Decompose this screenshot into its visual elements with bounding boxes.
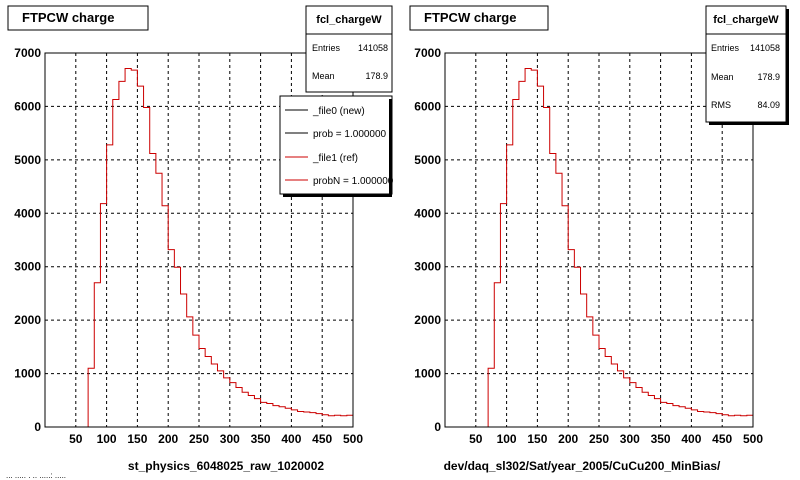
histogram-panel-1: 50 100 150 200 250 300 350 400 450 500 0 1000 2000 3… xyxy=(7,5,394,473)
y-tick-label-2-4000: 4000 xyxy=(414,206,441,220)
x-tick-label-2-300: 300 xyxy=(620,432,640,446)
x-tick-label-2-100: 100 xyxy=(497,432,517,446)
y-tick-label-2-5000: 5000 xyxy=(414,153,441,167)
x-tick-label-2-250: 250 xyxy=(589,432,609,446)
histogram-line-ref-1 xyxy=(45,67,353,428)
y-tick-label-1-3000: 3000 xyxy=(14,260,41,274)
x-tick-label-2-200: 200 xyxy=(558,432,578,446)
stats-mean-value-1: 178.9 xyxy=(365,71,388,81)
x-tick-label-1-150: 150 xyxy=(127,432,147,446)
x-tick-label-1-300: 300 xyxy=(220,432,240,446)
x-axis-label-1: st_physics_6048025_raw_1020002 xyxy=(128,459,324,473)
x-tick-label-1-200: 200 xyxy=(158,432,178,446)
y-tick-label-1-5000: 5000 xyxy=(14,153,41,167)
y-tick-label-2-1000: 1000 xyxy=(414,367,441,381)
x-tick-label-2-400: 400 xyxy=(681,432,701,446)
x-tick-label-1-100: 100 xyxy=(97,432,117,446)
stats-name-1: fcl_chargeW xyxy=(316,14,382,26)
legend-label-prob: prob = 1.000000 xyxy=(313,129,387,140)
y-tick-label-2-0: 0 xyxy=(434,420,441,434)
footer-text: ... ..... . .. .....: ..... xyxy=(6,471,66,480)
plot-frame-1 xyxy=(44,52,354,428)
x-tick-label-2-350: 350 xyxy=(651,432,671,446)
y-tick-label-2-7000: 7000 xyxy=(414,46,441,60)
x-tick-label-1-500: 500 xyxy=(343,432,363,446)
legend-label-new: _file0 (new) xyxy=(312,106,365,117)
x-tick-label-2-50: 50 xyxy=(469,432,483,446)
y-tick-label-1-6000: 6000 xyxy=(14,99,41,113)
histogram-line-2 xyxy=(445,67,753,428)
stats-mean-label-1: Mean xyxy=(312,71,335,81)
y-tick-label-1-4000: 4000 xyxy=(14,206,41,220)
stats-box-1: fcl_chargeW Entries 141058 Mean 178.9 xyxy=(305,5,393,93)
stats-entries-value-1: 141058 xyxy=(358,43,388,53)
y-tick-label-1-7000: 7000 xyxy=(14,46,41,60)
legend-label-ref: _file1 (ref) xyxy=(312,153,358,164)
legend-box-1: _file0 (new) prob = 1.000000 _file1 (ref… xyxy=(279,95,394,197)
stats-box-2: fcl_chargeW Entries 141058 Mean 178.9 RM… xyxy=(705,5,789,125)
stats-entries-value-2: 141058 xyxy=(750,43,780,53)
stats-rms-value-2: 84.09 xyxy=(757,100,780,110)
chart-title-1: FTPCW charge xyxy=(22,10,114,25)
y-tick-label-2-6000: 6000 xyxy=(414,99,441,113)
x-tick-label-1-50: 50 xyxy=(69,432,83,446)
y-tick-label-1-2000: 2000 xyxy=(14,313,41,327)
y-tick-label-2-2000: 2000 xyxy=(414,313,441,327)
x-tick-label-1-350: 350 xyxy=(251,432,271,446)
x-tick-label-2-450: 450 xyxy=(712,432,732,446)
y-tick-label-1-1000: 1000 xyxy=(14,367,41,381)
title-box-2: FTPCW charge xyxy=(409,5,549,31)
legend-label-probn: probN = 1.000000 xyxy=(313,176,394,187)
stats-name-2: fcl_chargeW xyxy=(713,14,779,26)
y-tick-label-2-3000: 3000 xyxy=(414,260,441,274)
y-tick-labels-1: 0 1000 2000 3000 4000 5000 6000 7000 xyxy=(14,46,41,434)
x-tick-label-1-400: 400 xyxy=(281,432,301,446)
histogram-panel-2: 50 100 150 200 250 300 350 400 450 500 0 1000 2000 3… xyxy=(409,5,789,473)
stats-entries-label-2: Entries xyxy=(711,43,740,53)
x-axis-label-2: dev/daq_sl302/Sat/year_2005/CuCu200_MinB… xyxy=(444,459,721,473)
stats-rms-label-2: RMS xyxy=(711,100,731,110)
stats-mean-value-2: 178.9 xyxy=(757,72,780,82)
title-box-1: FTPCW charge xyxy=(7,5,149,31)
chart-title-2: FTPCW charge xyxy=(424,10,516,25)
stats-entries-label-1: Entries xyxy=(312,43,341,53)
x-tick-label-1-250: 250 xyxy=(189,432,209,446)
plot-frame-2 xyxy=(444,52,754,428)
y-tick-label-1-0: 0 xyxy=(34,420,41,434)
y-tick-labels-2: 0 1000 2000 3000 4000 5000 6000 7000 xyxy=(414,46,441,434)
x-tick-label-1-450: 450 xyxy=(312,432,332,446)
x-tick-label-2-500: 500 xyxy=(743,432,763,446)
stats-mean-label-2: Mean xyxy=(711,72,734,82)
x-tick-labels-1: 50 100 150 200 250 300 350 400 450 500 xyxy=(69,432,363,446)
x-tick-labels-2: 50 100 150 200 250 300 350 400 450 500 xyxy=(469,432,763,446)
x-tick-label-2-150: 150 xyxy=(527,432,547,446)
